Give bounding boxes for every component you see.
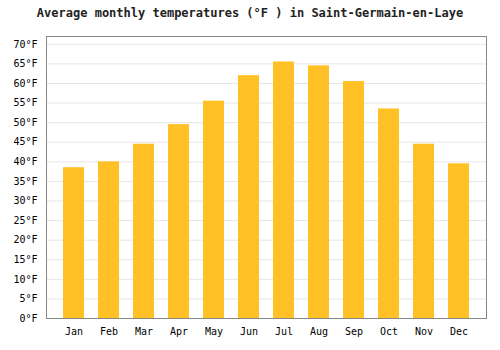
svg-text:Jun: Jun: [240, 326, 258, 337]
svg-text:60°F: 60°F: [13, 78, 37, 89]
svg-text:35°F: 35°F: [13, 176, 37, 187]
svg-text:Jan: Jan: [65, 326, 83, 337]
svg-text:Oct: Oct: [380, 326, 398, 337]
svg-text:Nov: Nov: [415, 326, 433, 337]
svg-text:25°F: 25°F: [13, 215, 37, 226]
svg-text:Jul: Jul: [275, 326, 293, 337]
svg-text:45°F: 45°F: [13, 136, 37, 147]
svg-text:Aug: Aug: [310, 326, 328, 337]
svg-text:May: May: [205, 326, 223, 337]
svg-text:Dec: Dec: [450, 326, 468, 337]
svg-text:40°F: 40°F: [13, 156, 37, 167]
svg-text:0°F: 0°F: [19, 313, 37, 324]
svg-text:15°F: 15°F: [13, 254, 37, 265]
svg-text:70°F: 70°F: [13, 39, 37, 50]
svg-text:Sep: Sep: [345, 326, 363, 337]
svg-text:55°F: 55°F: [13, 97, 37, 108]
svg-text:5°F: 5°F: [19, 293, 37, 304]
svg-text:65°F: 65°F: [13, 58, 37, 69]
svg-text:Feb: Feb: [100, 326, 118, 337]
svg-text:10°F: 10°F: [13, 274, 37, 285]
svg-text:Apr: Apr: [170, 326, 188, 337]
html-text:Average monthly temperatures (: Average monthly temperatures (°F ) in Sa…: [36, 6, 464, 20]
svg-text:Mar: Mar: [135, 326, 153, 337]
svg-text:20°F: 20°F: [13, 234, 37, 245]
svg-text:30°F: 30°F: [13, 195, 37, 206]
svg-text:50°F: 50°F: [13, 117, 37, 128]
